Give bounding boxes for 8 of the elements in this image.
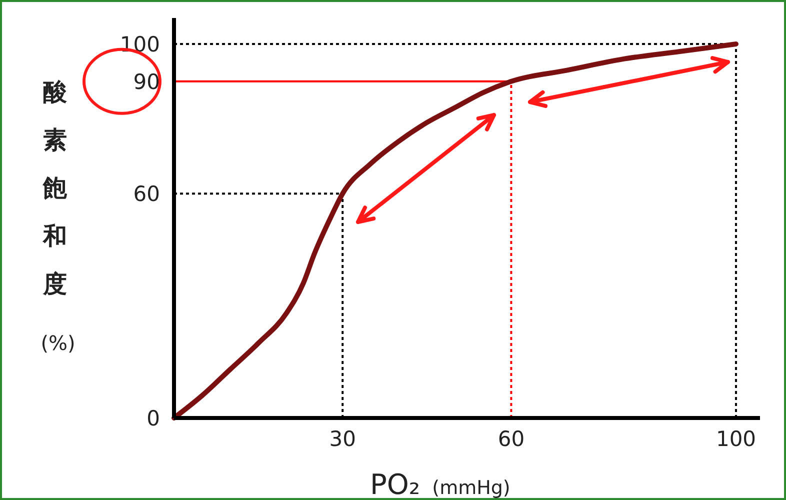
x-tick-label: 100 — [716, 427, 756, 451]
text: 酸素飽和度 (%) — [40, 78, 76, 355]
y-tick-label: 60 — [133, 182, 160, 206]
x-tick-label: 30 — [329, 427, 356, 451]
x-tick-label: 60 — [498, 427, 525, 451]
y-tick-label: 90 — [133, 70, 160, 94]
x-axis-title: PO₂ (mmHg) — [370, 468, 510, 500]
y-tick-label: 0 — [146, 406, 160, 430]
